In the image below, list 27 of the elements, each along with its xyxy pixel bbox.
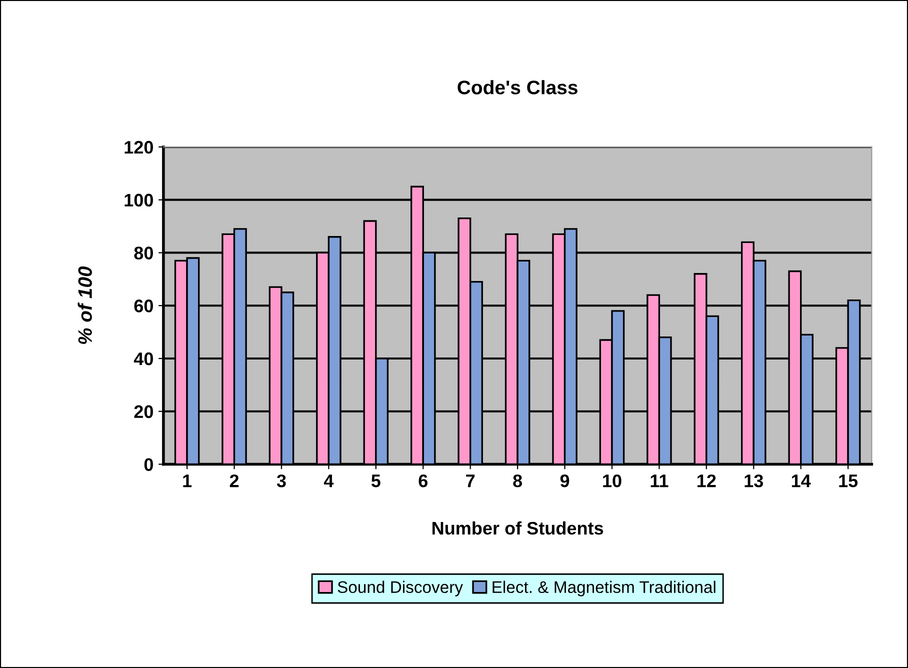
y-tick-label: 60 bbox=[134, 300, 153, 312]
y-tick-label: 40 bbox=[134, 352, 153, 366]
x-tick-label: 2 bbox=[230, 474, 239, 488]
x-tick-label: 8 bbox=[513, 474, 522, 488]
y-tick-label: 100 bbox=[124, 194, 153, 207]
x-tick-label: 11 bbox=[650, 474, 668, 488]
x-tick-label: 14 bbox=[792, 474, 811, 488]
chart-title: Code's Class bbox=[458, 80, 578, 94]
x-tick-label: 5 bbox=[371, 474, 380, 488]
x-axis-title: Number of Students bbox=[432, 521, 604, 535]
x-tick-label: 4 bbox=[324, 474, 334, 488]
y-tick-label: 120 bbox=[124, 140, 153, 154]
y-axis-title: % of 100 bbox=[78, 266, 92, 344]
x-tick-label: 15 bbox=[839, 474, 858, 488]
x-tick-label: 9 bbox=[560, 474, 570, 488]
x-tick-label: 3 bbox=[276, 474, 286, 488]
x-tick-label: 10 bbox=[603, 474, 622, 488]
y-tick-label: 80 bbox=[134, 246, 153, 260]
y-tick-label: 0 bbox=[144, 458, 153, 471]
x-tick-label: 7 bbox=[466, 474, 475, 488]
x-tick-label: 1 bbox=[183, 474, 192, 488]
legend-label: Sound Discovery bbox=[338, 580, 463, 596]
x-tick-label: 12 bbox=[698, 474, 716, 488]
x-tick-label: 13 bbox=[744, 474, 764, 488]
legend-label: Elect. & Magnetism Traditional bbox=[492, 580, 716, 596]
y-tick-label: 20 bbox=[134, 405, 153, 418]
x-tick-label: 6 bbox=[418, 474, 428, 488]
